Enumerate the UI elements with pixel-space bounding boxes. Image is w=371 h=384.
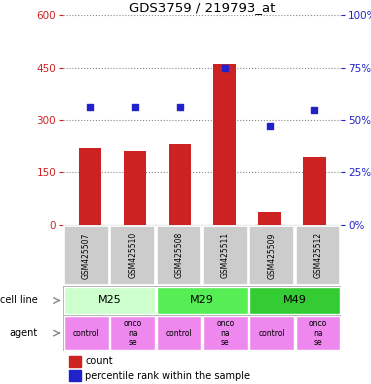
FancyBboxPatch shape [296,316,341,350]
Bar [124,151,146,225]
Text: GSM425511: GSM425511 [221,232,230,278]
FancyBboxPatch shape [63,315,341,351]
FancyBboxPatch shape [203,226,248,285]
Bar [303,157,326,225]
Point [311,106,317,113]
Text: GSM425507: GSM425507 [82,232,91,278]
FancyBboxPatch shape [111,316,155,350]
Point [221,65,227,71]
Text: control: control [165,329,193,338]
FancyBboxPatch shape [64,226,109,285]
Text: percentile rank within the sample: percentile rank within the sample [85,371,250,381]
Bar [168,144,191,225]
FancyBboxPatch shape [63,286,341,315]
FancyBboxPatch shape [111,226,155,285]
Bar [213,64,236,225]
Text: M49: M49 [283,295,307,306]
Text: M29: M29 [190,295,214,306]
Text: onco
na
se: onco na se [309,319,327,347]
Text: GSM425508: GSM425508 [174,232,184,278]
Text: GSM425510: GSM425510 [128,232,137,278]
Bar [79,148,101,225]
FancyBboxPatch shape [157,226,201,285]
Text: GSM425512: GSM425512 [313,232,323,278]
FancyBboxPatch shape [250,226,294,285]
FancyBboxPatch shape [296,226,341,285]
Title: GDS3759 / 219793_at: GDS3759 / 219793_at [129,1,275,14]
Bar [69,356,81,367]
FancyBboxPatch shape [203,316,248,350]
Text: onco
na
se: onco na se [216,319,234,347]
Text: GSM425509: GSM425509 [267,232,276,278]
Text: onco
na
se: onco na se [124,319,142,347]
Text: M25: M25 [98,295,121,306]
Point [266,123,272,129]
Text: control: control [73,329,100,338]
FancyBboxPatch shape [157,316,201,350]
Text: cell line: cell line [0,295,37,306]
FancyBboxPatch shape [64,316,109,350]
Point [132,104,138,111]
Text: control: control [258,329,285,338]
FancyBboxPatch shape [250,316,294,350]
FancyBboxPatch shape [157,287,248,314]
FancyBboxPatch shape [64,287,155,314]
FancyBboxPatch shape [250,287,341,314]
Point [177,104,183,111]
Bar [69,370,81,381]
Point [87,104,93,111]
Text: count: count [85,356,113,366]
Text: agent: agent [9,328,37,338]
Bar [258,212,281,225]
